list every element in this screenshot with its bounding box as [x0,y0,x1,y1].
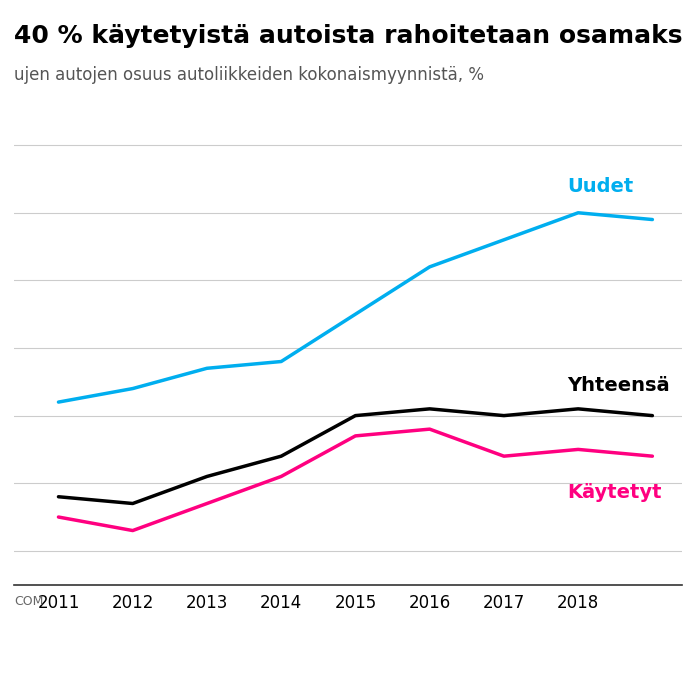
Text: ujen autojen osuus autoliikkeiden kokonaismyynnistä, %: ujen autojen osuus autoliikkeiden kokona… [14,66,484,84]
Text: Yhteensä: Yhteensä [567,377,670,395]
Text: Uudet: Uudet [567,177,633,196]
Text: 40 % käytetyistä autoista rahoitetaan osamaks: 40 % käytetyistä autoista rahoitetaan os… [14,24,682,48]
Text: COM: COM [14,595,43,608]
Text: Käytetyt: Käytetyt [567,483,661,503]
